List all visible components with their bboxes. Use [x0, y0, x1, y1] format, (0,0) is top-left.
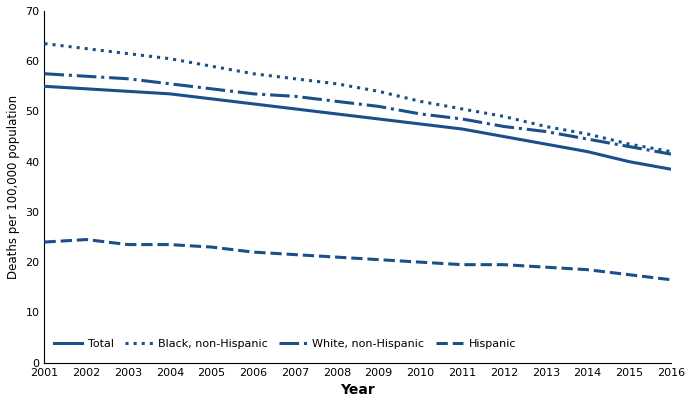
- X-axis label: Year: Year: [340, 383, 375, 397]
- Legend: Total, Black, non-Hispanic, White, non-Hispanic, Hispanic: Total, Black, non-Hispanic, White, non-H…: [50, 335, 521, 354]
- Y-axis label: Deaths per 100,000 population: Deaths per 100,000 population: [7, 95, 20, 279]
